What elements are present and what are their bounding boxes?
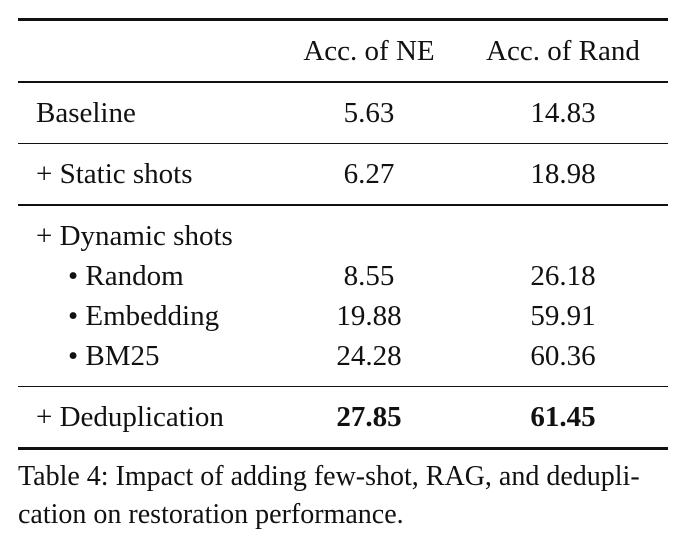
results-table: Acc. of NE Acc. of Rand Baseline 5.63 14…	[18, 18, 668, 450]
row-acc-ne: 24.28	[336, 339, 402, 372]
row-label: • BM25	[68, 339, 160, 372]
header-acc-rand: Acc. of Rand	[486, 35, 640, 67]
table-bottom-rule	[18, 447, 668, 450]
row-label: + Dynamic shots	[36, 219, 233, 252]
row-acc-ne: 6.27	[343, 158, 395, 190]
table-header: Acc. of NE Acc. of Rand	[18, 21, 668, 81]
header-rule	[18, 81, 668, 83]
table-row: Baseline 5.63 14.83	[18, 93, 668, 133]
baseline-group: Baseline 5.63 14.83	[18, 83, 668, 143]
row-acc-rand: 26.18	[530, 259, 596, 292]
row-acc-rand: 14.83	[530, 96, 596, 129]
header-acc-ne: Acc. of NE	[303, 35, 435, 67]
table-top-rule	[18, 18, 668, 21]
row-acc-rand: 59.91	[530, 299, 596, 332]
row-rule	[18, 385, 668, 387]
caption-line-2: cation on restoration performance.	[18, 499, 404, 530]
row-acc-ne: 19.88	[336, 299, 402, 332]
row-label: • Random	[68, 259, 184, 292]
table-caption: Table 4: Impact of adding few-shot, RAG,…	[18, 458, 678, 534]
row-acc-ne: 8.55	[343, 259, 395, 292]
row-rule	[18, 204, 668, 206]
table-row: • Embedding 19.88 59.91	[18, 296, 668, 336]
caption-line-1: Table 4: Impact of adding few-shot, RAG,…	[18, 461, 640, 492]
table-row: + Deduplication 27.85 61.45	[18, 397, 668, 437]
table-row: + Dynamic shots	[18, 216, 668, 256]
row-acc-rand: 18.98	[530, 158, 596, 190]
static-shots-group: + Static shots 6.27 18.98	[18, 144, 668, 204]
deduplication-group: + Deduplication 27.85 61.45	[18, 387, 668, 447]
row-label: + Deduplication	[36, 401, 224, 433]
row-acc-rand-best: 61.45	[530, 401, 596, 433]
row-acc-ne-best: 27.85	[336, 401, 402, 433]
table-row: • Random 8.55 26.18	[18, 256, 668, 296]
table-row: + Static shots 6.27 18.98	[18, 154, 668, 194]
dynamic-shots-group: + Dynamic shots • Random 8.55 26.18 • Em…	[18, 206, 668, 386]
row-acc-rand: 60.36	[530, 339, 596, 372]
row-label: + Static shots	[36, 158, 193, 190]
header-row: Acc. of NE Acc. of Rand	[18, 31, 668, 71]
row-acc-ne: 5.63	[343, 96, 395, 129]
row-rule	[18, 142, 668, 144]
table-row: • BM25 24.28 60.36	[18, 336, 668, 376]
row-label: Baseline	[36, 96, 136, 129]
row-label: • Embedding	[68, 299, 220, 332]
